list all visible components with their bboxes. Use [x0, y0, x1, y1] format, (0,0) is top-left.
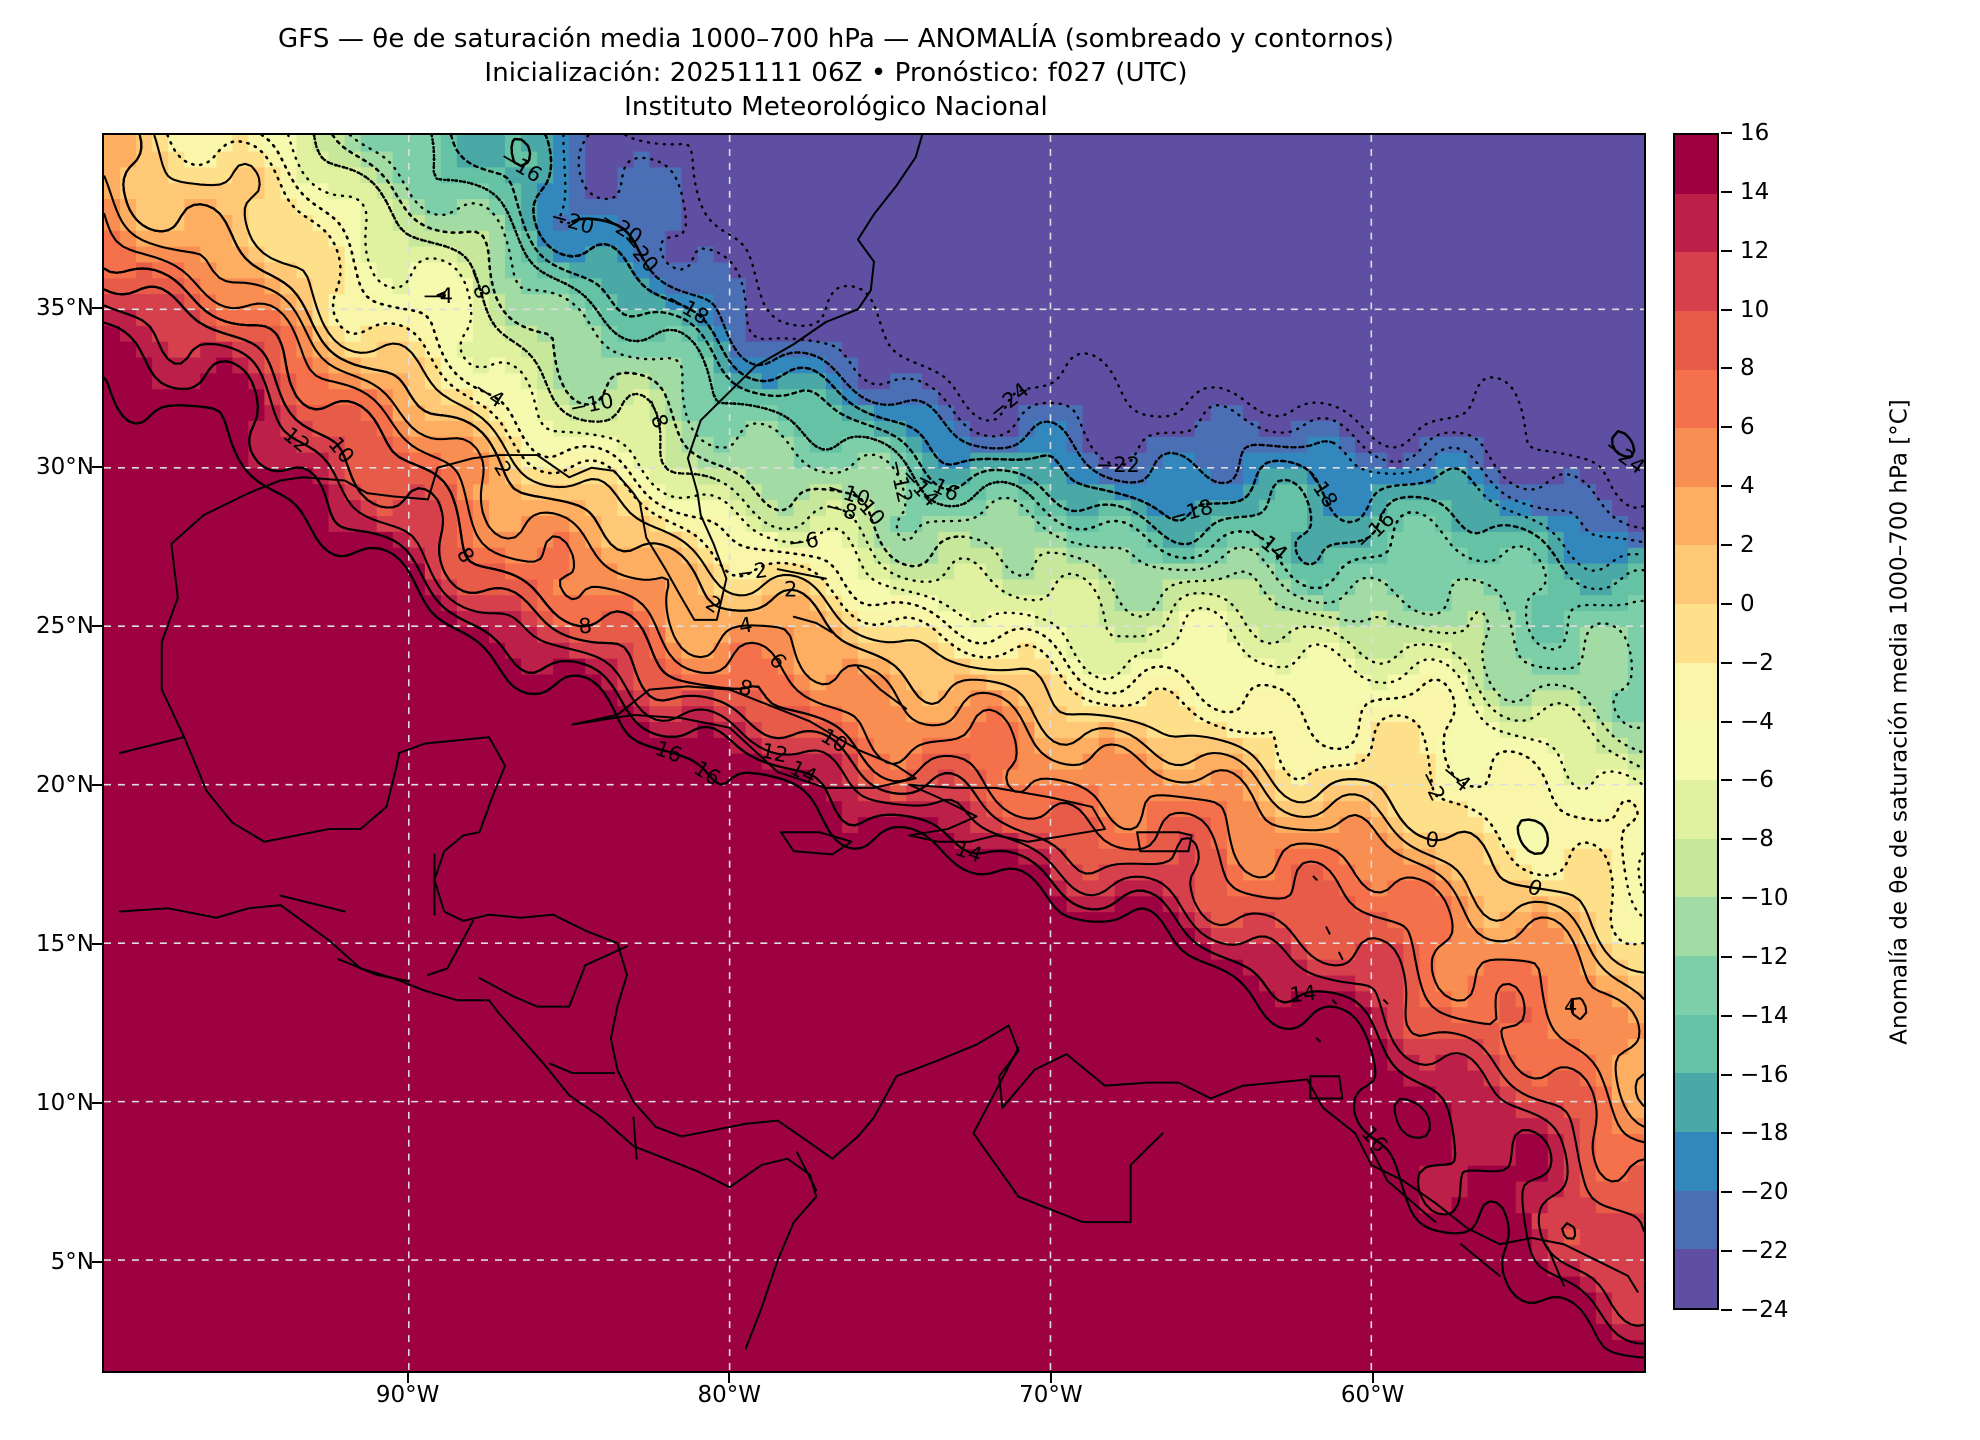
colorbar-tick-label: −20: [1740, 1179, 1789, 1206]
colorbar-tickmark: [1721, 543, 1732, 546]
colorbar-tickmark: [1721, 1191, 1732, 1194]
colorbar-tick-label: 0: [1740, 590, 1755, 617]
colorbar-band-17: [1675, 1131, 1717, 1191]
colorbar-tickmark: [1721, 897, 1732, 900]
colorbar-tickmark: [1721, 426, 1732, 429]
x-axis-tickmark: [406, 1373, 409, 1383]
colorbar-band-7: [1675, 545, 1717, 605]
colorbar-tickmark: [1721, 308, 1732, 311]
colorbar-tickmark: [1721, 132, 1732, 134]
colorbar-tick-label: −8: [1740, 826, 1774, 853]
colorbar-tickmark: [1721, 661, 1732, 664]
colorbar-band-6: [1675, 486, 1717, 546]
colorbar-tick-label: −18: [1740, 1120, 1789, 1147]
colorbar: [1673, 133, 1719, 1310]
colorbar-tick-label: −16: [1740, 1061, 1789, 1088]
x-axis-tickmark: [1049, 1373, 1052, 1383]
x-axis-tick-label: 90°W: [375, 1382, 440, 1408]
y-axis-tick-label: 30°N: [36, 453, 94, 480]
colorbar-tickmark: [1721, 249, 1732, 252]
map-plot-area: −24 −24 −22 −20 −20 −20 −18 −18 −18 −16: [102, 133, 1646, 1373]
colorbar-tick-label: 12: [1740, 237, 1770, 264]
colorbar-band-3: [1675, 310, 1717, 370]
colorbar-tickmark: [1721, 838, 1732, 841]
y-axis-tickmark: [92, 783, 102, 786]
colorbar-tick-label: −24: [1740, 1297, 1789, 1323]
colorbar-tickmark: [1721, 779, 1732, 782]
colorbar-tickmark: [1721, 1132, 1732, 1135]
lat-lon-gridlines: [104, 135, 1644, 1371]
y-axis-tick-label: 10°N: [36, 1089, 94, 1116]
colorbar-tick-label: −22: [1740, 1238, 1789, 1265]
y-axis-tick-label: 25°N: [36, 612, 94, 639]
colorbar-tickmark: [1721, 367, 1732, 370]
colorbar-tick-label: −14: [1740, 1002, 1789, 1029]
colorbar-tick-label: 4: [1740, 473, 1755, 500]
colorbar-band-4: [1675, 369, 1717, 429]
colorbar-band-18: [1675, 1190, 1717, 1250]
colorbar-tick-label: −6: [1740, 767, 1774, 794]
y-axis-tick-label: 20°N: [36, 771, 94, 798]
colorbar-band-0: [1675, 135, 1717, 194]
colorbar-band-11: [1675, 780, 1717, 839]
y-axis-tick-label: 15°N: [36, 930, 94, 957]
anomaly-map-canvas: −24 −24 −22 −20 −20 −20 −18 −18 −18 −16: [104, 135, 1644, 1371]
colorbar-tickmark: [1721, 1250, 1732, 1253]
y-axis-tickmark: [92, 1260, 102, 1263]
y-axis-tick-label: 5°N: [50, 1248, 94, 1275]
chart-subtitle: Inicialización: 20251111 06Z • Pronóstic…: [484, 58, 1188, 88]
colorbar-band-8: [1675, 604, 1717, 663]
page-title: GFS — θe de saturación media 1000–700 hP…: [278, 24, 1394, 54]
colorbar-tick-label: 6: [1740, 414, 1755, 441]
colorbar-band-14: [1675, 955, 1717, 1015]
colorbar-tick-label: −12: [1740, 943, 1789, 970]
y-axis-tick-label: 35°N: [36, 294, 94, 321]
colorbar-band-9: [1675, 662, 1717, 722]
anomaly-shading: [104, 135, 1644, 1371]
colorbar-tick-label: 2: [1740, 531, 1755, 558]
colorbar-band-10: [1675, 721, 1717, 781]
negative-contours: [166, 135, 1644, 946]
colorbar-tickmark: [1721, 1073, 1732, 1076]
colorbar-tickmark: [1721, 602, 1732, 605]
chart-source: Instituto Meteorológico Nacional: [624, 92, 1048, 122]
colorbar-tick-label: 16: [1740, 120, 1770, 146]
colorbar-band-2: [1675, 252, 1717, 311]
colorbar-band-12: [1675, 838, 1717, 898]
x-axis-tick-label: 70°W: [1019, 1382, 1083, 1408]
x-axis-tickmark: [728, 1373, 731, 1383]
colorbar-tickmark: [1721, 1309, 1732, 1311]
colorbar-tick-label: 14: [1740, 178, 1770, 205]
x-axis-tickmark: [1371, 1373, 1374, 1383]
x-axis-tick-label: 80°W: [697, 1382, 762, 1408]
colorbar-band-1: [1675, 193, 1717, 253]
colorbar-band-19: [1675, 1249, 1717, 1308]
colorbar-tick-label: 8: [1740, 355, 1755, 382]
colorbar-tickmark: [1721, 1014, 1732, 1017]
y-axis-tickmark: [92, 306, 102, 309]
y-axis-tickmark: [92, 1101, 102, 1104]
colorbar-label: Anomalía de θe de saturación media 1000–…: [1887, 398, 1913, 1045]
y-axis-tickmark: [92, 942, 102, 945]
colorbar-band-13: [1675, 897, 1717, 956]
colorbar-tickmark: [1721, 485, 1732, 488]
colorbar-tickmark: [1721, 955, 1732, 958]
y-axis-tickmark: [92, 624, 102, 627]
x-axis-tick-label: 60°W: [1340, 1382, 1405, 1408]
colorbar-band-5: [1675, 428, 1717, 487]
colorbar-tick-label: −4: [1740, 708, 1774, 735]
colorbar-band-15: [1675, 1014, 1717, 1074]
colorbar-tickmark: [1721, 720, 1732, 723]
colorbar-tick-label: −2: [1740, 649, 1774, 676]
y-axis-tickmark: [92, 465, 102, 468]
colorbar-tick-label: −10: [1740, 885, 1789, 912]
colorbar-title: Anomalía de θe de saturación media 1000–…: [1880, 133, 1920, 1310]
chart-title-block: GFS — θe de saturación media 1000–700 hP…: [0, 22, 1672, 124]
colorbar-tickmark: [1721, 190, 1732, 193]
coastlines: [119, 135, 1639, 1350]
colorbar-tick-label: 10: [1740, 296, 1770, 323]
colorbar-band-16: [1675, 1073, 1717, 1132]
